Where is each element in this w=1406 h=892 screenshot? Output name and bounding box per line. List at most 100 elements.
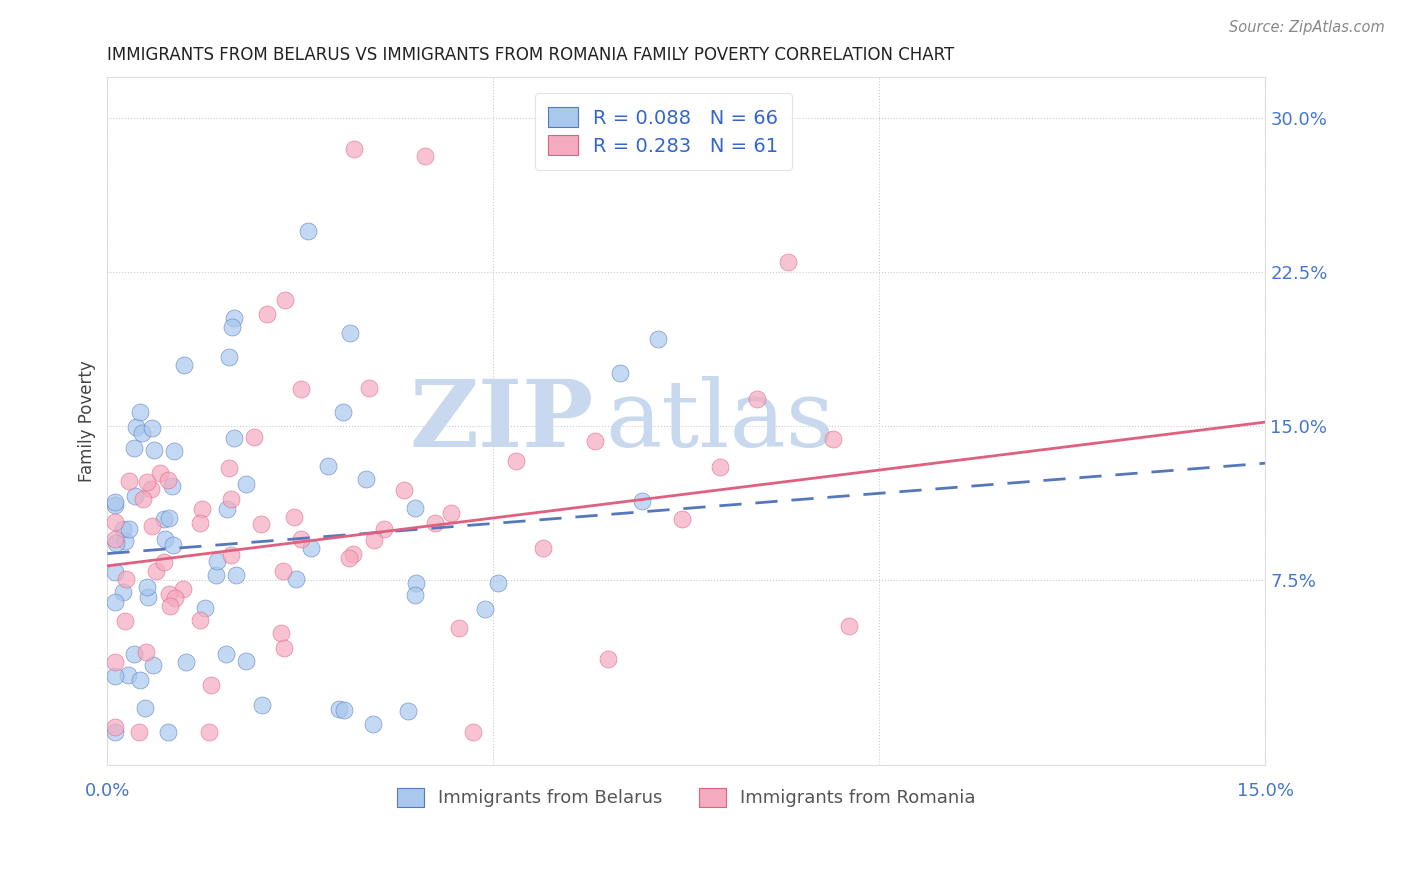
Text: Source: ZipAtlas.com: Source: ZipAtlas.com	[1229, 20, 1385, 35]
Point	[243, 429, 266, 443]
Point	[104, 655, 127, 669]
Point	[114, 534, 136, 549]
Point	[373, 522, 395, 536]
Point	[104, 725, 127, 739]
Point	[224, 310, 246, 325]
Point	[157, 473, 180, 487]
Point	[122, 648, 145, 662]
Point	[361, 717, 384, 731]
Point	[112, 522, 135, 536]
Point	[117, 668, 139, 682]
Point	[165, 591, 187, 605]
Point	[104, 565, 127, 579]
Point	[647, 333, 669, 347]
Point	[396, 704, 419, 718]
Point	[129, 673, 152, 687]
Point	[188, 516, 211, 531]
Point	[125, 420, 148, 434]
Point	[128, 725, 150, 739]
Point	[114, 614, 136, 628]
Point	[630, 494, 652, 508]
Point	[249, 516, 271, 531]
Point	[162, 538, 184, 552]
Point	[671, 512, 693, 526]
Point	[191, 501, 214, 516]
Point	[135, 645, 157, 659]
Point	[104, 515, 127, 529]
Point	[342, 547, 364, 561]
Point	[160, 479, 183, 493]
Point	[141, 421, 163, 435]
Point	[270, 625, 292, 640]
Point	[598, 651, 620, 665]
Point	[221, 319, 243, 334]
Point	[104, 495, 127, 509]
Point	[104, 720, 127, 734]
Point	[153, 533, 176, 547]
Point	[104, 536, 127, 550]
Point	[488, 576, 510, 591]
Point	[104, 498, 127, 512]
Point	[118, 474, 141, 488]
Point	[124, 489, 146, 503]
Point	[136, 580, 159, 594]
Point	[505, 453, 527, 467]
Point	[205, 568, 228, 582]
Point	[157, 510, 180, 524]
Point	[141, 518, 163, 533]
Point	[115, 572, 138, 586]
Point	[219, 548, 242, 562]
Point	[198, 725, 221, 739]
Point	[290, 533, 312, 547]
Point	[134, 700, 156, 714]
Point	[447, 621, 470, 635]
Point	[142, 657, 165, 672]
Text: atlas: atlas	[606, 376, 835, 466]
Point	[188, 613, 211, 627]
Point	[218, 461, 240, 475]
Point	[172, 582, 194, 597]
Point	[709, 460, 731, 475]
Point	[163, 443, 186, 458]
Point	[224, 430, 246, 444]
Point	[333, 703, 356, 717]
Point	[838, 619, 860, 633]
Point	[174, 656, 197, 670]
Text: ZIP: ZIP	[409, 376, 593, 466]
Y-axis label: Family Poverty: Family Poverty	[79, 360, 96, 482]
Point	[273, 640, 295, 655]
Point	[235, 477, 257, 491]
Point	[136, 475, 159, 490]
Point	[404, 501, 426, 516]
Point	[745, 392, 768, 406]
Point	[439, 507, 461, 521]
Point	[271, 564, 294, 578]
Point	[136, 590, 159, 604]
Point	[221, 491, 243, 506]
Point	[821, 432, 844, 446]
Point	[194, 601, 217, 615]
Point	[104, 669, 127, 683]
Point	[316, 458, 339, 473]
Point	[225, 568, 247, 582]
Point	[200, 678, 222, 692]
Point	[404, 588, 426, 602]
Point	[143, 442, 166, 457]
Point	[131, 492, 153, 507]
Point	[776, 254, 799, 268]
Point	[328, 701, 350, 715]
Point	[463, 725, 485, 739]
Point	[153, 512, 176, 526]
Point	[104, 532, 127, 546]
Point	[533, 541, 555, 556]
Point	[149, 467, 172, 481]
Point	[250, 698, 273, 712]
Point	[357, 381, 380, 395]
Point	[111, 585, 134, 599]
Point	[363, 533, 385, 547]
Point	[173, 358, 195, 372]
Point	[235, 655, 257, 669]
Text: 15.0%: 15.0%	[1237, 781, 1294, 799]
Point	[118, 522, 141, 536]
Point	[299, 541, 322, 555]
